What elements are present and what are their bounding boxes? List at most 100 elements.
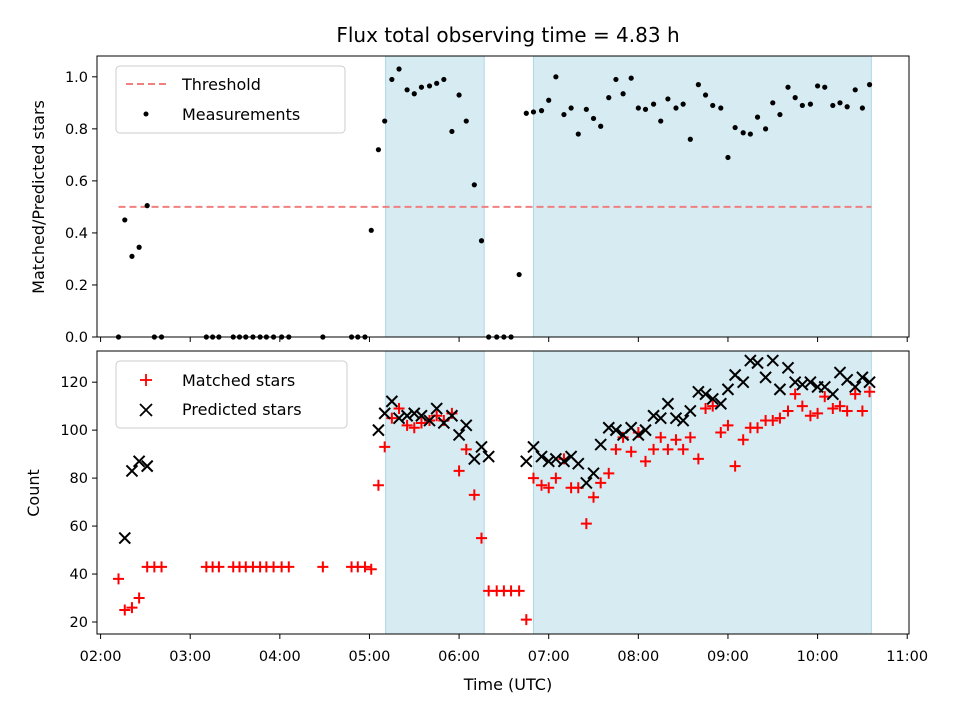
measurement-point: [523, 110, 529, 116]
predicted-star-point: [125, 464, 139, 478]
predicted-star-point: [609, 423, 623, 437]
predicted-star-point: [557, 455, 571, 468]
bottom-axes-frame: [96, 350, 910, 635]
predicted-star-point: [400, 409, 414, 422]
legend-threshold-label: Threshold: [181, 75, 261, 94]
predicted-star-point: [140, 459, 154, 473]
measurement-point: [807, 101, 814, 107]
shaded-interval-0: [385, 350, 485, 635]
predicted-star-point: [378, 407, 391, 420]
measurement-point: [583, 106, 589, 112]
y-tick-label: 0.4: [65, 226, 88, 242]
predicted-star-point: [527, 440, 540, 454]
measurement-point: [763, 126, 769, 132]
predicted-star-point: [684, 404, 697, 418]
legend-measurements-label: Measurements: [182, 105, 300, 124]
predicted-star-point: [580, 476, 593, 490]
predicted-star-point: [804, 375, 817, 389]
measurement-point: [702, 92, 709, 98]
matched-star-point: [819, 391, 831, 403]
predicted-star-point: [781, 361, 795, 374]
predicted-star-point: [744, 354, 757, 367]
measurement-point: [613, 76, 619, 83]
matched-star-point: [133, 592, 145, 604]
shaded-interval-1: [532, 350, 872, 635]
matched-star-point: [610, 443, 622, 455]
measurement-point: [665, 96, 671, 102]
measurement-point: [687, 136, 693, 142]
top-x-axis-ticks: [100, 337, 908, 342]
measurement-point: [866, 82, 873, 88]
matched-star-point: [393, 403, 405, 415]
predicted-star-point: [863, 375, 876, 389]
matched-star-point: [841, 405, 853, 417]
matched-star-point: [715, 427, 727, 439]
matched-star-point: [372, 479, 384, 491]
predicted-star-point: [699, 387, 712, 401]
matched-star-point: [684, 431, 696, 443]
measurement-point: [396, 66, 402, 72]
legend-predicted-swatch: [139, 403, 153, 417]
measurement-point: [382, 118, 388, 124]
measurement-point: [680, 101, 686, 107]
predicted-star-point: [572, 457, 585, 470]
measurement-point: [478, 238, 485, 244]
predicted-star-point: [475, 440, 488, 454]
predicted-star-point: [788, 375, 802, 389]
predicted-star-point: [759, 371, 772, 384]
x-tick-label: 02:00: [80, 649, 122, 665]
matched-star-point: [359, 561, 371, 573]
measurement-point: [144, 203, 150, 209]
matched-star-point: [595, 477, 607, 489]
x-tick-label: 04:00: [259, 649, 301, 665]
top-legend-box: [115, 65, 346, 134]
measurement-point: [368, 227, 374, 233]
predicted-star-point: [542, 455, 555, 468]
shaded-interval-0: [385, 55, 485, 338]
predicted-star-point: [415, 409, 428, 422]
measurement-point: [568, 105, 574, 111]
legend-matched-swatch: [140, 374, 152, 386]
measurement-point: [710, 102, 716, 109]
predicted-star-point: [676, 414, 690, 427]
matched-star-point: [692, 453, 704, 465]
matched-star-point: [752, 422, 764, 434]
matched-star-point: [365, 563, 377, 575]
predicted-star-point: [706, 392, 719, 406]
bottom-y-axis-ticks: 20 40 60 80 100 120: [60, 375, 97, 631]
predicted-star-point: [721, 383, 735, 396]
matched-star-point: [700, 403, 712, 415]
measurement-point: [777, 111, 783, 118]
measurement-point: [418, 84, 425, 90]
chart-title: Flux total observing time = 4.83 h: [336, 23, 679, 47]
predicted-star-point: [751, 356, 764, 370]
measurement-point: [844, 104, 850, 110]
x-axis-label: Time (UTC): [463, 675, 552, 694]
y-tick-label: 0.0: [65, 330, 88, 346]
measurement-point: [538, 108, 545, 114]
predicted-star-point: [632, 428, 645, 442]
y-tick-label: 20: [70, 615, 88, 631]
matched-star-point: [677, 443, 689, 455]
measurement-point: [785, 84, 791, 90]
measurement-point: [426, 83, 433, 89]
matched-star-point: [468, 489, 480, 501]
measurement-point: [740, 130, 746, 136]
x-tick-label: 10:00: [797, 649, 839, 665]
predicted-star-point: [460, 419, 473, 432]
matched-star-point: [527, 472, 539, 484]
matched-star-point: [408, 422, 420, 434]
measurement-point: [822, 84, 828, 90]
predicted-star-point: [849, 380, 862, 394]
y-tick-label: 0.6: [65, 174, 88, 190]
measurement-point: [725, 154, 731, 161]
predicted-star-point: [445, 409, 459, 422]
x-tick-label: 03:00: [169, 649, 211, 665]
top-y-axis-label: Matched/Predicted stars: [29, 100, 48, 294]
measurement-point: [590, 115, 597, 122]
measurement-point: [770, 100, 776, 106]
predicted-star-point: [423, 414, 436, 427]
matched-star-point: [812, 407, 824, 419]
predicted-star-point: [468, 452, 481, 466]
